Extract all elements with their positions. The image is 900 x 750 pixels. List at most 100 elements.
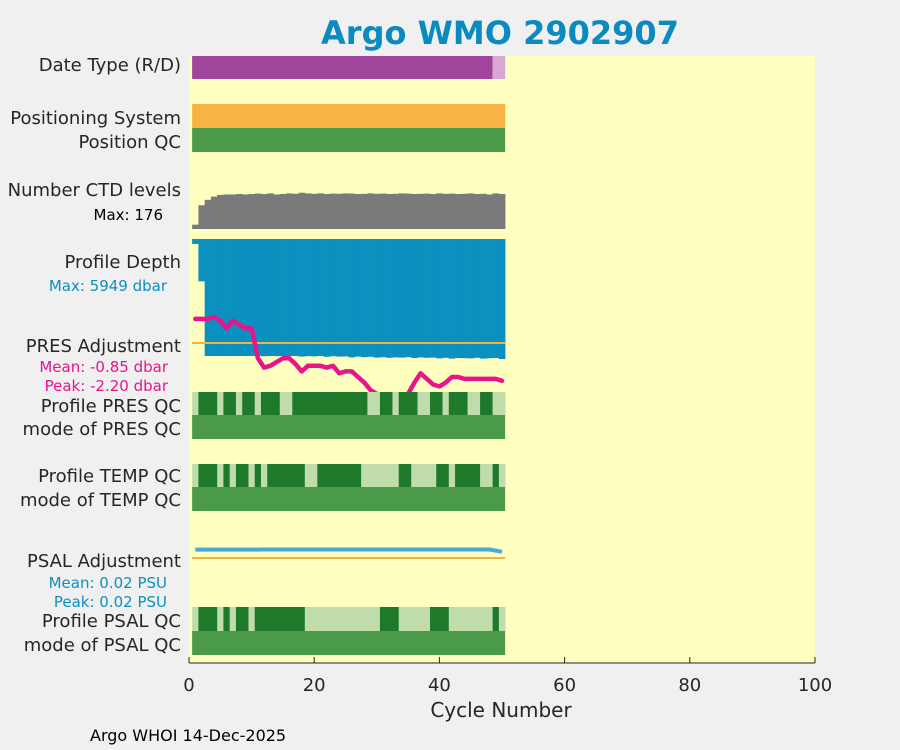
profile-temp-qc-cell [329,464,337,487]
profile-temp-qc-cell [229,464,237,487]
psal-mean-note: Mean: 0.02 PSU [49,574,167,592]
ctd-levels-bar [204,199,212,229]
profile-pres-qc-cell [448,392,456,415]
profile-temp-qc-cell [373,464,381,487]
profile-depth-bar [423,239,431,358]
profile-depth-bar [317,239,324,356]
profile-depth-bar [361,239,368,358]
profile-depth-bar [473,239,481,358]
profile-temp-qc-cell [223,464,230,487]
profile-psal-qc-cell [235,607,243,631]
profile-pres-qc-cell [304,392,312,415]
ctd-levels-bar [323,194,331,229]
pres-adjustment-line [193,314,505,402]
track-label-positioning: Positioning System [10,108,181,129]
profile-pres-qc-cell [486,392,493,415]
profile-depth-bar [235,239,243,356]
profile-pres-qc-cell [436,392,443,415]
ctd-levels-bar [242,194,249,229]
profile-temp-qc-cell [286,464,293,487]
profile-temp-qc-cell [298,464,306,487]
profile-depth-bar [329,239,337,357]
ctd-levels-bar [304,193,312,229]
ctd-levels-bar [417,193,425,229]
ctd-levels-bar [286,193,293,229]
ctd-levels-bar [354,194,362,229]
profile-depth-bar [267,239,274,356]
ctd-levels-bar [317,193,324,229]
ctd-levels-bar [404,193,412,229]
ctd-levels-bar [411,194,418,229]
profile-psal-qc-cell [379,607,387,631]
profile-pres-qc-cell [248,392,256,415]
x-tick-label: 20 [303,675,326,696]
track-label-profile_temp_qc: Profile TEMP QC [38,466,181,487]
profile-psal-qc-cell [411,607,418,631]
ctd-levels-bar [492,193,500,229]
profile-psal-qc-cell [242,607,249,631]
profile-depth-bar [223,239,230,356]
ctd-levels-bar [398,193,406,229]
profile-pres-qc-cell [442,392,450,415]
profile-temp-qc-cell [480,464,487,487]
profile-psal-qc-cell [342,607,349,631]
profile-temp-qc-cell [379,464,387,487]
profile-depth-bar [298,239,306,357]
profile-pres-qc-cell [392,392,400,415]
depth-max-note: Max: 5949 dbar [49,277,168,295]
profile-psal-qc-cell [273,607,281,631]
profile-pres-qc-cell [254,392,262,415]
profile-psal-qc-cell [436,607,443,631]
profile-psal-qc-cell [223,607,230,631]
track-label-mode_pres_qc: mode of PRES QC [23,419,181,440]
profile-temp-qc-cell [260,464,268,487]
profile-psal-qc-cell [386,607,393,631]
profile-depth-bar [242,239,249,356]
profile-pres-qc-cell [229,392,237,415]
profile-pres-qc-cell [354,392,362,415]
profile-pres-qc-cell [198,392,205,415]
profile-pres-qc-cell [279,392,287,415]
track-label-psal_adj: PSAL Adjustment [27,551,181,572]
profile-depth-bar [442,239,450,358]
x-tick-label: 0 [183,675,194,696]
ctd-levels-bar [342,193,349,229]
profile-temp-qc-cell [323,464,331,487]
ctd-levels-bar [329,193,337,229]
profile-temp-qc-cell [198,464,205,487]
profile-temp-qc-cell [242,464,249,487]
ctd-levels-bar [467,193,475,229]
profile-temp-qc-cell [492,464,500,487]
profile-psal-qc-cell [455,607,462,631]
profile-psal-qc-cell [229,607,237,631]
ctd-levels-bar [229,194,237,229]
profile-pres-qc-cell [342,392,349,415]
ctd-levels-bar [298,192,306,229]
profile-psal-qc-cell [367,607,374,631]
profile-psal-qc-cell [354,607,362,631]
profile-depth-bar [192,239,199,245]
profile-temp-qc-cell [430,464,437,487]
profile-pres-qc-cell [398,392,406,415]
profile-temp-qc-cell [398,464,406,487]
profile-depth-bar [254,239,262,356]
profile-temp-qc-cell [473,464,481,487]
profile-psal-qc-cell [317,607,324,631]
ctd-levels-bar [210,196,218,229]
profile-depth-bar [486,239,493,359]
footer-credit: Argo WHOI 14-Dec-2025 [90,726,286,745]
profile-temp-qc-cell [392,464,400,487]
profile-psal-qc-cell [198,607,205,631]
ctd-levels-bar [260,194,268,229]
ctd-levels-bar [392,193,400,229]
profile-depth-bar [386,239,393,358]
profile-temp-qc-cell [279,464,287,487]
ctd-levels-bar [311,193,318,229]
ctd-levels-bar [279,194,287,229]
track-label-mode: Date Type (R/D) [39,55,181,76]
profile-psal-qc-cell [210,607,218,631]
profile-pres-qc-cell [204,392,212,415]
ctd-levels-bar [379,193,387,229]
profile-psal-qc-cell [404,607,412,631]
profile-psal-qc-cell [204,607,212,631]
